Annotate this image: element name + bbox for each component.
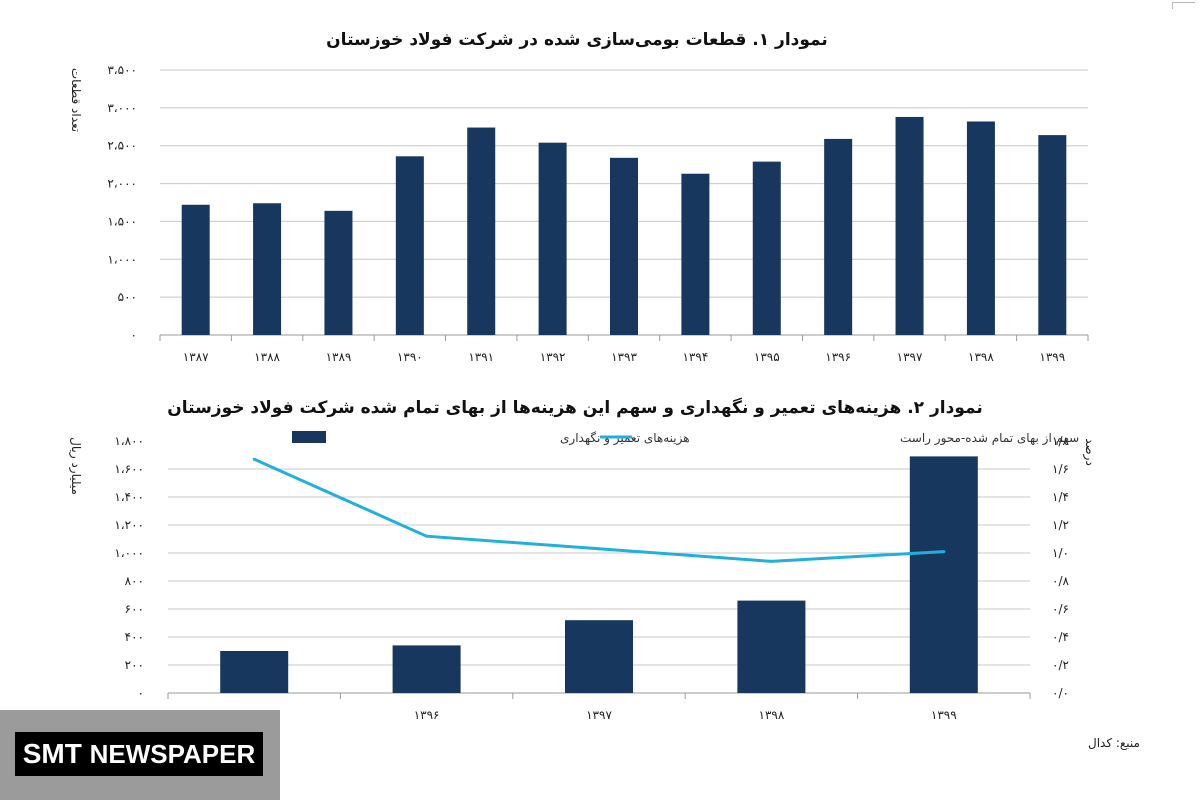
chart-2-y2-tick-label: ۱/۸: [1052, 434, 1069, 448]
chart-1-y-tick-label: ۲،۵۰۰: [107, 139, 137, 153]
chart-2-y-tick-label: ۱،۸۰۰: [114, 434, 144, 448]
chart-1-bar: [895, 116, 924, 335]
source-note: منبع: کدال: [1088, 736, 1140, 750]
chart-2-legend: هزینه‌های تعمیر و نگهداری سهم از بهای تم…: [292, 431, 1079, 446]
chart-1: نمودار ۱. قطعات بومی‌سازی شده در شرکت فو…: [69, 30, 1089, 364]
chart-1-y-tick-label: ۱،۵۰۰: [107, 214, 137, 228]
chart-1-bar: [395, 156, 424, 335]
watermark-panel: SMT NEWSPAPER: [0, 710, 280, 800]
chart-2-y2-tick-label: ۰/۸: [1052, 574, 1069, 588]
chart-2-bar: [392, 645, 461, 693]
chart-1-x-tick-label: ۱۳۹۳: [611, 350, 637, 364]
chart-1-y-axis-label: تعداد قطعات: [69, 68, 83, 132]
chart-2-y2-tick-label: ۱/۲: [1052, 518, 1069, 532]
chart-1-bar: [824, 138, 853, 335]
chart-2-y2-tick-label: ۰/۶: [1052, 602, 1069, 616]
chart-2-bar: [737, 600, 806, 693]
chart-2-y2-tick-label: ۰/۲: [1052, 658, 1069, 672]
chart-2-bar: [220, 651, 289, 693]
chart-2-y-tick-label: ۶۰۰: [125, 602, 144, 616]
chart-2-line-point: [252, 457, 256, 461]
chart-1-bar: [1038, 135, 1067, 335]
corner-mark: [1172, 2, 1195, 9]
chart-1-x-tick-label: ۱۳۹۱: [468, 350, 494, 364]
chart-1-y-tick-label: ۳،۵۰۰: [107, 63, 137, 77]
watermark-logo: SMT NEWSPAPER: [15, 732, 263, 776]
chart-2: نمودار ۲. هزینه‌های تعمیر و نگهداری و سه…: [68, 397, 1140, 750]
chart-1-bar: [324, 210, 353, 335]
chart-2-y-tick-label: ۱،۲۰۰: [114, 518, 144, 532]
watermark-text-smt: SMT: [22, 738, 82, 769]
legend-label-line: سهم از بهای تمام شده-محور راست: [900, 431, 1079, 446]
chart-2-y-tick-label: ۱،۰۰۰: [114, 546, 144, 560]
chart-2-y-tick-label: ۱،۴۰۰: [114, 490, 144, 504]
chart-2-y2-tick-label: ۰/۰: [1052, 686, 1069, 700]
chart-2-x-tick-label: ۱۳۹۷: [586, 708, 612, 722]
legend-swatch-bar: [292, 431, 326, 443]
chart-1-x-tick-label: ۱۳۸۷: [183, 350, 209, 364]
chart-1-x-tick-label: ۱۳۹۷: [897, 350, 923, 364]
chart-1-bar: [181, 204, 210, 335]
chart-2-y2-tick-label: ۱/۶: [1052, 462, 1069, 476]
chart-1-title: نمودار ۱. قطعات بومی‌سازی شده در شرکت فو…: [326, 30, 828, 50]
chart-1-bar: [966, 121, 995, 335]
chart-2-y-tick-label: ۸۰۰: [125, 574, 144, 588]
chart-1-y-tick-label: ۰: [131, 328, 137, 342]
chart-2-y2-tick-label: ۰/۴: [1052, 630, 1069, 644]
chart-1-bar: [467, 127, 496, 336]
chart-1-y-tick-label: ۲،۰۰۰: [107, 177, 137, 191]
chart-2-x-tick-label: ۱۳۹۶: [414, 708, 440, 722]
chart-1-x-tick-label: ۱۳۹۰: [397, 350, 423, 364]
chart-2-y-tick-label: ۱،۶۰۰: [114, 462, 144, 476]
watermark-text-newspaper: NEWSPAPER: [89, 738, 256, 769]
chart-1-x-tick-label: ۱۳۹۲: [540, 350, 566, 364]
chart-1-x-tick-label: ۱۳۹۵: [754, 350, 780, 364]
chart-1-bar: [538, 142, 567, 335]
chart-2-y-tick-label: ۰: [138, 686, 144, 700]
chart-2-line-point: [942, 550, 946, 554]
chart-1-x-tick-label: ۱۳۹۹: [1039, 350, 1065, 364]
chart-2-bar: [565, 620, 633, 693]
chart-2-x-tick-label: ۱۳۹۸: [759, 708, 785, 722]
chart-2-line-point: [425, 534, 429, 538]
chart-1-bar: [610, 157, 638, 335]
chart-1-bar: [752, 161, 781, 335]
chart-2-y-tick-label: ۴۰۰: [125, 630, 144, 644]
chart-1-y-tick-label: ۳،۰۰۰: [107, 101, 137, 115]
chart-1-x-tick-label: ۱۳۹۶: [825, 350, 851, 364]
chart-1-x-tick-label: ۱۳۸۹: [326, 350, 352, 364]
chart-2-right-axis-label: درصد: [1082, 438, 1097, 466]
chart-2-y2-tick-label: ۱/۰: [1052, 546, 1069, 560]
chart-1-bar: [253, 203, 282, 335]
chart-2-title: نمودار ۲. هزینه‌های تعمیر و نگهداری و سه…: [167, 397, 983, 418]
chart-1-bar: [681, 173, 710, 335]
chart-1-x-tick-label: ۱۳۹۸: [968, 350, 994, 364]
chart-2-left-axis-label: میلیارد ریال: [68, 437, 83, 495]
chart-2-bar: [909, 456, 978, 693]
chart-2-line-point: [769, 559, 773, 563]
chart-1-x-tick-label: ۱۳۹۴: [682, 350, 708, 364]
chart-2-line-point: [597, 547, 601, 551]
chart-2-x-tick-label: ۱۳۹۹: [931, 708, 957, 722]
chart-1-y-tick-label: ۱،۰۰۰: [107, 252, 137, 266]
chart-2-y2-tick-label: ۱/۴: [1052, 490, 1069, 504]
chart-1-x-tick-label: ۱۳۸۸: [254, 350, 280, 364]
chart-2-share-line: [253, 457, 944, 563]
chart-2-y-tick-label: ۲۰۰: [125, 658, 144, 672]
chart-1-y-tick-label: ۵۰۰: [118, 290, 137, 304]
